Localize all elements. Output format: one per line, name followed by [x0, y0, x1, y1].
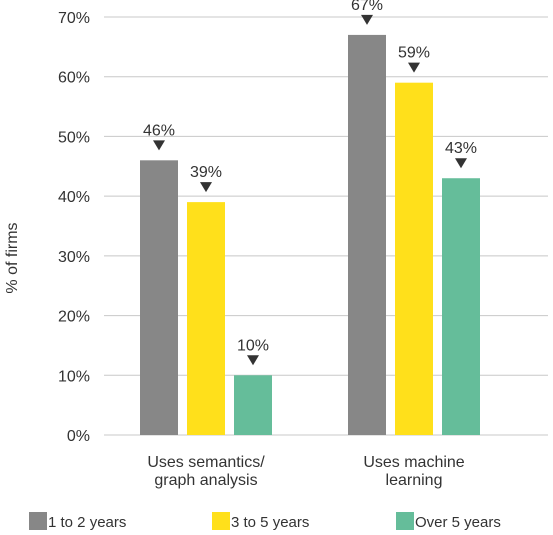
data-label: 39% [190, 164, 222, 181]
legend-label: 1 to 2 years [48, 514, 126, 531]
data-label-marker [153, 140, 165, 151]
bar [442, 178, 480, 435]
category-labels: Uses semantics/graph analysis Uses machin… [147, 454, 464, 489]
bars: 46% 39% 10% 67% 59% 43% [140, 0, 480, 436]
y-axis-ticks: 0% 10% 20% 30% 40% 50% 60% 70% [58, 10, 90, 445]
legend: 1 to 2 years 3 to 5 years Over 5 years [29, 512, 501, 531]
bar [348, 34, 386, 436]
y-axis-title: % of firms [4, 222, 21, 293]
bar [234, 375, 272, 435]
y-tick-label: 0% [67, 428, 90, 445]
category-label: Uses semantics/ [147, 454, 265, 471]
data-label: 43% [445, 140, 477, 157]
y-tick-label: 10% [58, 368, 90, 385]
bar [395, 82, 433, 435]
data-label-marker [408, 62, 420, 73]
category-label: learning [386, 472, 443, 489]
data-label-marker [200, 182, 212, 193]
data-label: 67% [351, 0, 383, 14]
legend-swatch [212, 512, 230, 530]
legend-swatch [29, 512, 47, 530]
legend-swatch [396, 512, 414, 530]
data-label: 10% [237, 337, 269, 354]
y-tick-label: 70% [58, 10, 90, 27]
y-tick-label: 50% [58, 129, 90, 146]
category-label: graph analysis [154, 472, 257, 489]
y-tick-label: 60% [58, 70, 90, 87]
data-label-marker [247, 355, 259, 366]
data-label-marker [361, 14, 373, 25]
y-tick-label: 30% [58, 249, 90, 266]
data-label: 59% [398, 45, 430, 62]
y-tick-label: 40% [58, 189, 90, 206]
bar [140, 160, 178, 436]
data-label-marker [455, 158, 467, 169]
y-tick-label: 20% [58, 309, 90, 326]
bar [187, 202, 225, 435]
category-label: Uses machine [363, 454, 464, 471]
data-label: 46% [143, 122, 175, 139]
legend-label: Over 5 years [415, 514, 501, 531]
legend-label: 3 to 5 years [231, 514, 309, 531]
